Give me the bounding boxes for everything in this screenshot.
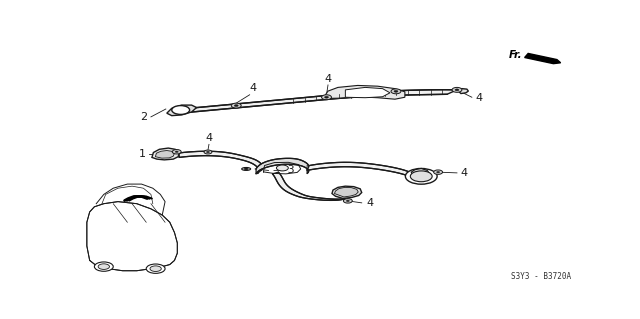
Text: 4: 4 <box>476 93 483 103</box>
Circle shape <box>204 150 212 154</box>
Circle shape <box>244 168 248 170</box>
Polygon shape <box>179 151 262 174</box>
Polygon shape <box>156 151 174 158</box>
Text: 1: 1 <box>139 150 146 160</box>
Circle shape <box>391 89 401 94</box>
Text: 4: 4 <box>205 133 212 143</box>
Polygon shape <box>179 90 457 113</box>
Text: 4: 4 <box>461 168 468 178</box>
Text: 4: 4 <box>249 83 256 93</box>
Text: Fr.: Fr. <box>509 50 522 61</box>
Circle shape <box>207 151 209 153</box>
Circle shape <box>150 266 161 271</box>
Circle shape <box>276 165 288 171</box>
Circle shape <box>346 200 349 202</box>
Circle shape <box>452 87 462 92</box>
Polygon shape <box>332 186 362 198</box>
Polygon shape <box>412 168 429 178</box>
Circle shape <box>98 264 109 270</box>
Circle shape <box>146 264 165 273</box>
Circle shape <box>405 168 437 184</box>
Circle shape <box>436 171 440 173</box>
Circle shape <box>234 105 238 107</box>
Text: 4: 4 <box>324 74 332 84</box>
Polygon shape <box>87 202 177 271</box>
Text: 4: 4 <box>367 198 374 208</box>
Polygon shape <box>457 89 468 93</box>
Polygon shape <box>152 148 179 160</box>
Ellipse shape <box>242 167 251 170</box>
FancyArrow shape <box>525 54 561 64</box>
Circle shape <box>394 90 398 92</box>
Polygon shape <box>167 105 196 116</box>
Circle shape <box>324 96 328 98</box>
Circle shape <box>94 262 113 271</box>
Circle shape <box>172 150 181 154</box>
Circle shape <box>321 95 332 100</box>
Circle shape <box>172 106 189 115</box>
Text: 2: 2 <box>140 112 147 122</box>
Polygon shape <box>323 85 405 99</box>
Polygon shape <box>307 162 416 181</box>
Polygon shape <box>335 187 358 197</box>
Circle shape <box>434 170 443 174</box>
Polygon shape <box>346 87 390 98</box>
Circle shape <box>344 199 352 203</box>
Circle shape <box>175 151 178 152</box>
Circle shape <box>455 89 459 91</box>
Circle shape <box>410 171 432 182</box>
Text: — 3: — 3 <box>273 166 295 175</box>
Polygon shape <box>256 158 308 174</box>
Text: S3Y3 - B3720A: S3Y3 - B3720A <box>511 272 571 281</box>
Polygon shape <box>273 172 348 200</box>
Circle shape <box>231 103 241 108</box>
